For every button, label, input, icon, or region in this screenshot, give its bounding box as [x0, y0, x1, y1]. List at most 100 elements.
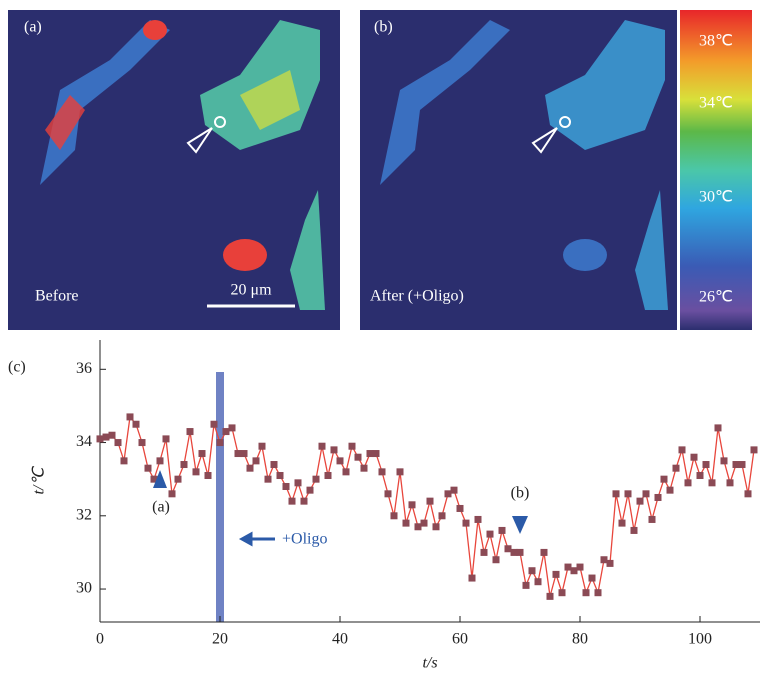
data-point	[402, 519, 410, 527]
data-point	[312, 475, 320, 483]
data-point	[432, 523, 440, 531]
data-point	[540, 548, 548, 556]
data-point	[294, 479, 302, 487]
data-point	[720, 457, 728, 465]
data-point	[504, 545, 512, 553]
data-point	[576, 563, 584, 571]
data-point	[570, 567, 578, 575]
data-point	[138, 439, 146, 447]
panel-label: (c)	[8, 359, 26, 376]
data-point	[444, 490, 452, 498]
data-point	[618, 519, 626, 527]
x-tick-label: 80	[572, 631, 588, 648]
data-point	[246, 464, 254, 472]
data-point	[234, 450, 242, 458]
data-point	[114, 439, 122, 447]
data-point	[168, 490, 176, 498]
x-tick-label: 100	[688, 631, 712, 648]
data-point	[204, 472, 212, 480]
colorbar-label: 34℃	[699, 95, 733, 112]
data-point	[150, 475, 158, 483]
data-point	[336, 457, 344, 465]
y-tick-label: 36	[76, 360, 92, 377]
data-point	[606, 559, 614, 567]
data-point	[348, 442, 356, 450]
data-point	[528, 567, 536, 575]
data-point	[594, 589, 602, 597]
data-line	[99, 415, 755, 597]
data-point	[216, 439, 224, 447]
data-point	[702, 461, 710, 469]
data-point	[144, 464, 152, 472]
data-point	[630, 526, 638, 534]
data-point	[678, 446, 686, 454]
data-point	[666, 486, 674, 494]
data-point	[366, 450, 374, 458]
data-point	[156, 457, 164, 465]
data-point	[474, 515, 482, 523]
panel-caption: After (+Oligo)	[370, 288, 464, 305]
data-point	[258, 442, 266, 450]
annotation-marker	[153, 470, 167, 488]
data-point	[324, 472, 332, 480]
y-tick-label: 30	[76, 580, 92, 597]
event-band	[216, 372, 224, 622]
data-point	[480, 548, 488, 556]
data-point	[270, 461, 278, 469]
data-point	[714, 424, 722, 432]
x-tick-label: 0	[96, 631, 104, 648]
data-point	[126, 413, 134, 421]
data-point	[546, 592, 554, 600]
data-point	[462, 519, 470, 527]
data-point	[96, 435, 104, 443]
data-point	[558, 589, 566, 597]
data-point	[390, 512, 398, 520]
data-point	[624, 490, 632, 498]
data-point	[360, 464, 368, 472]
data-point	[498, 526, 506, 534]
data-point	[732, 461, 740, 469]
data-point	[180, 461, 188, 469]
data-point	[612, 490, 620, 498]
y-axis-label: t/℃	[31, 466, 48, 495]
data-point	[252, 457, 260, 465]
x-tick-label: 60	[452, 631, 468, 648]
data-point	[552, 570, 560, 578]
colorbar	[680, 10, 752, 330]
data-point	[726, 479, 734, 487]
data-point	[318, 442, 326, 450]
data-point	[588, 574, 596, 582]
data-point	[132, 420, 140, 428]
colorbar-label: 26℃	[699, 289, 733, 306]
data-point	[228, 424, 236, 432]
data-point	[582, 589, 590, 597]
data-point	[486, 530, 494, 538]
event-arrow	[238, 531, 275, 547]
panel-caption: Before	[35, 288, 79, 305]
annotation-label: (a)	[152, 499, 170, 516]
data-point	[654, 493, 662, 501]
data-point	[522, 581, 530, 589]
scale-bar-label: 20 μm	[230, 282, 272, 299]
data-point	[162, 435, 170, 443]
data-point	[288, 497, 296, 505]
data-point	[306, 486, 314, 494]
data-point	[408, 501, 416, 509]
data-point	[276, 472, 284, 480]
data-point	[300, 497, 308, 505]
data-point	[690, 453, 698, 461]
data-point	[330, 446, 338, 454]
data-point	[198, 450, 206, 458]
data-point	[708, 479, 716, 487]
data-point	[744, 490, 752, 498]
data-point	[534, 578, 542, 586]
data-point	[186, 428, 194, 436]
image-before	[8, 10, 340, 330]
data-point	[384, 490, 392, 498]
data-point	[120, 457, 128, 465]
data-point	[696, 472, 704, 480]
data-point	[642, 490, 650, 498]
data-point	[174, 475, 182, 483]
y-tick-label: 32	[76, 506, 92, 523]
event-label: +Oligo	[282, 531, 327, 548]
